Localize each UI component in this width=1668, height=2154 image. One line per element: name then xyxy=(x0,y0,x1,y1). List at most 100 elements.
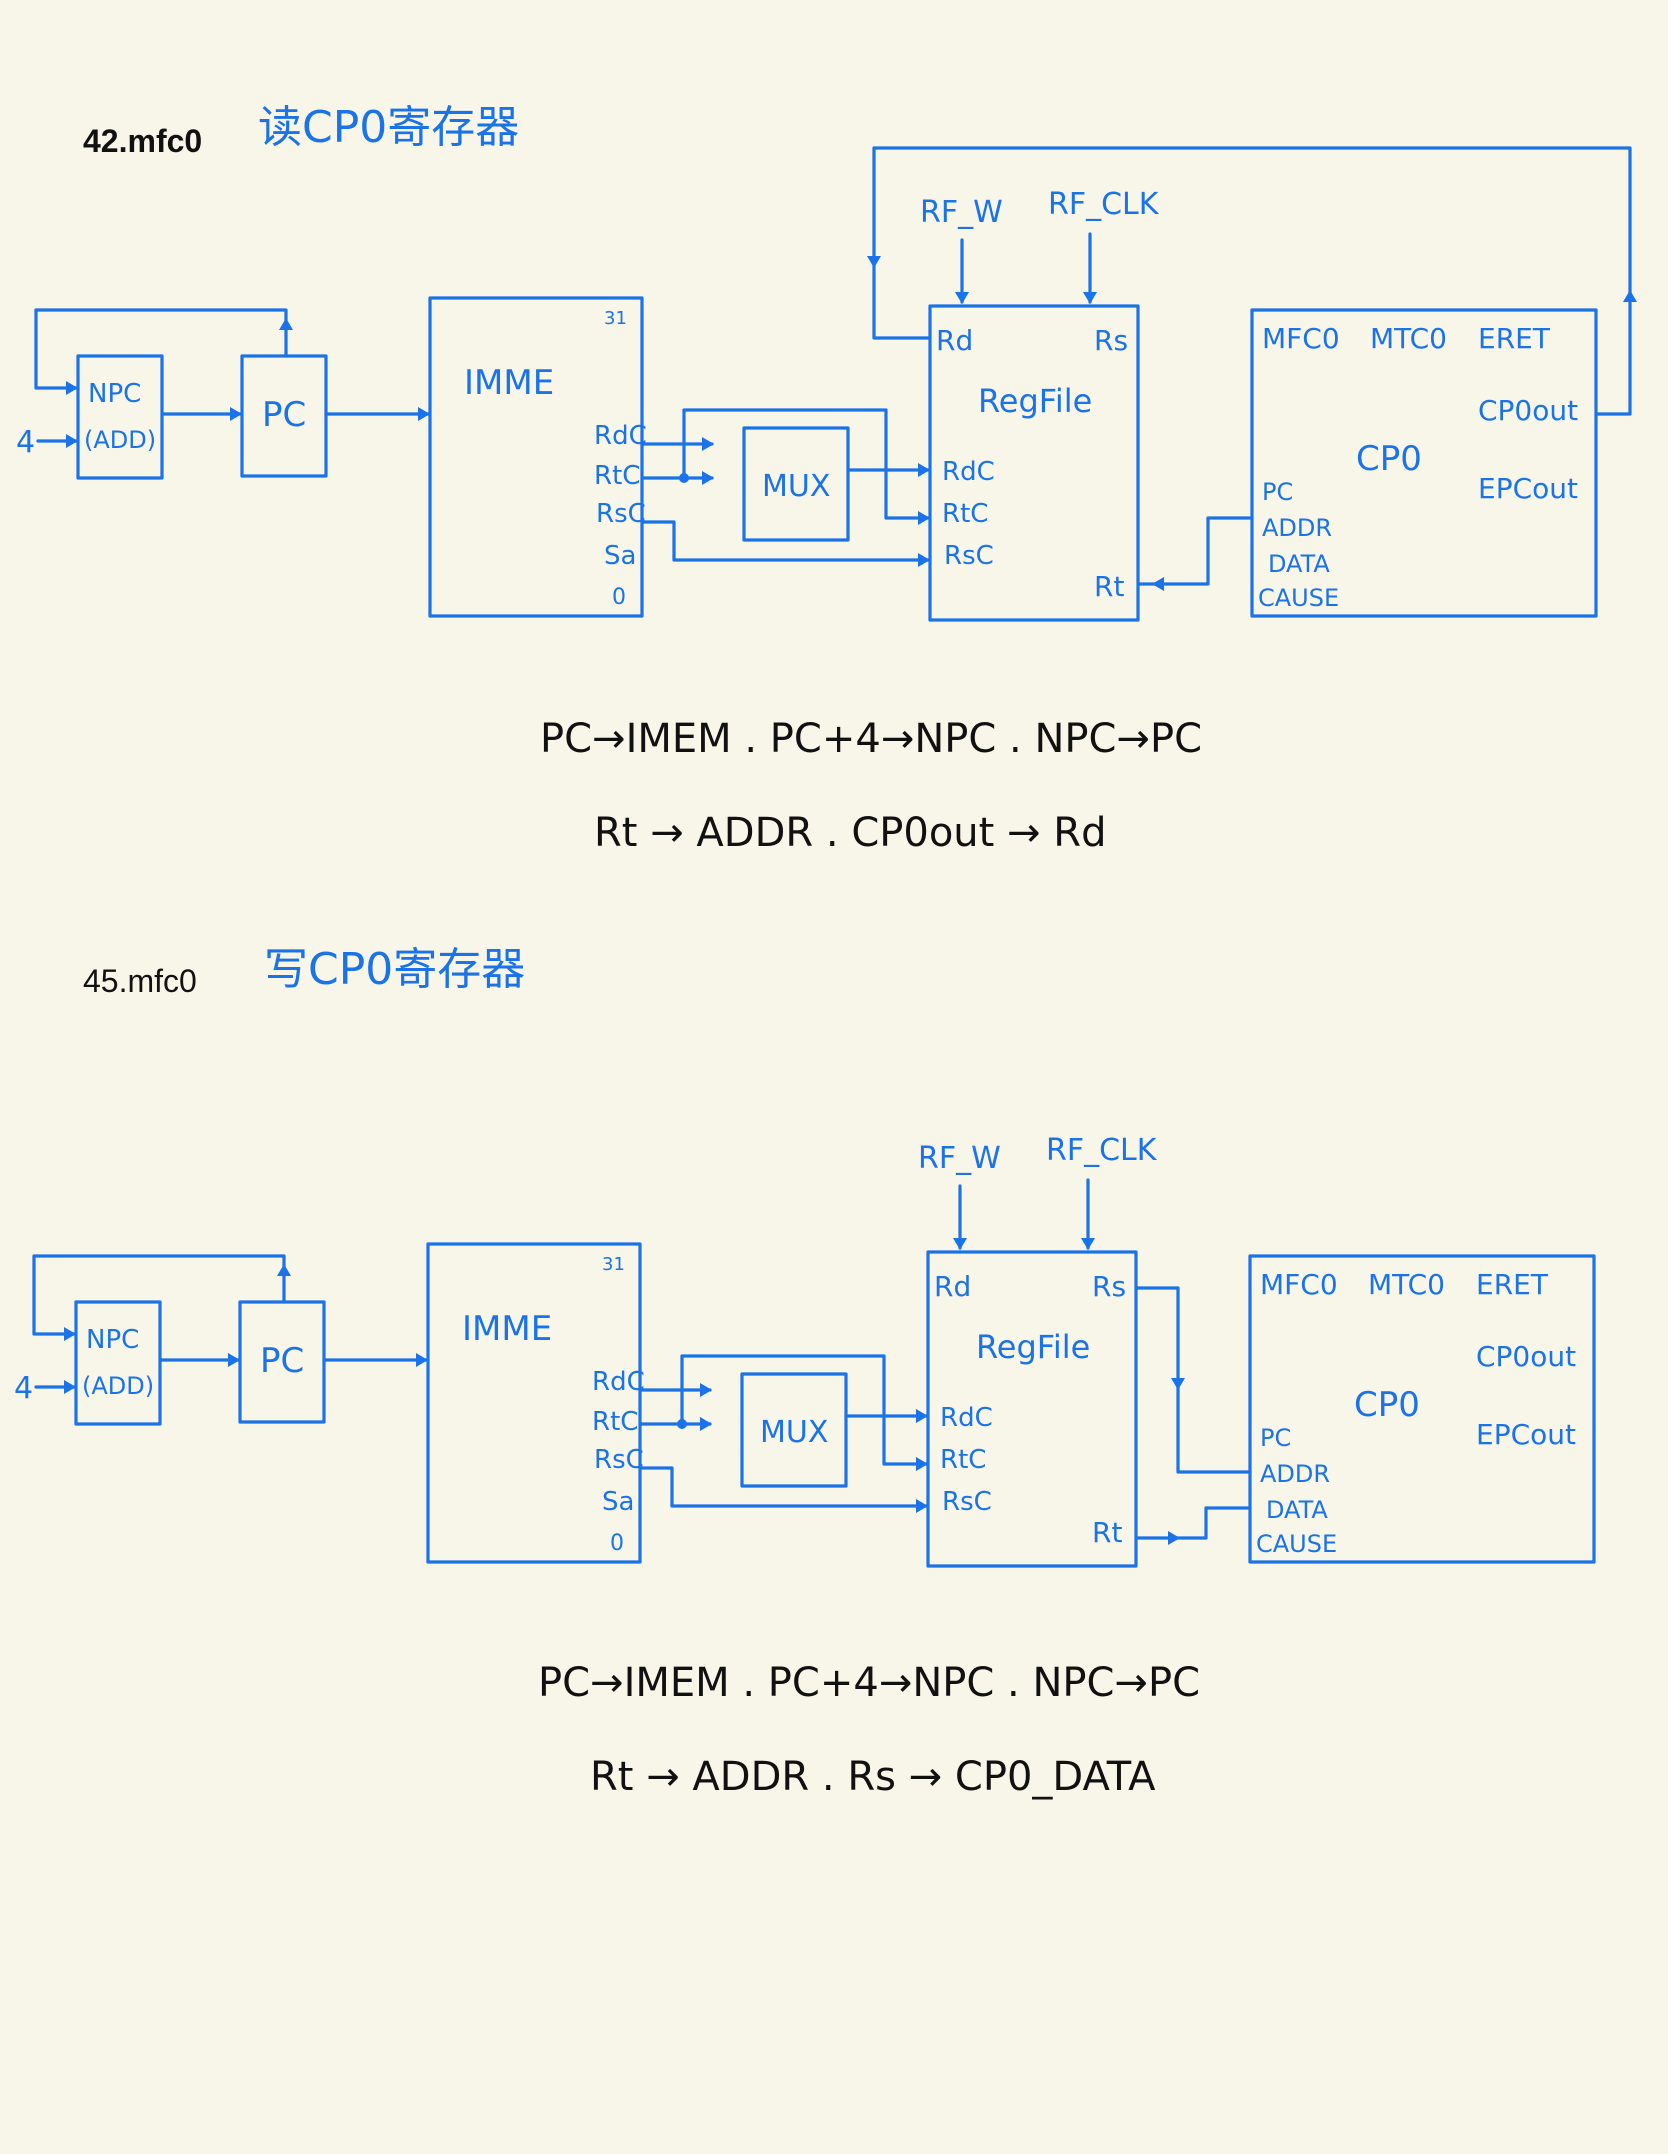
arrowhead xyxy=(1152,577,1164,591)
pc-label: PC xyxy=(262,395,306,435)
arrowhead xyxy=(66,434,78,448)
imem-port-rtc: RtC xyxy=(592,1407,638,1437)
signal-rf-w: RF_W xyxy=(920,195,1003,230)
regfile-rd: Rd xyxy=(934,1270,971,1303)
regfile-port-rtc: RtC xyxy=(940,1445,986,1475)
cp0-name: CP0 xyxy=(1354,1385,1420,1425)
imem-port-rdc: RdC xyxy=(594,421,647,451)
arrowhead xyxy=(64,1327,76,1341)
wire-rsc-to-regfile xyxy=(640,520,930,562)
cp0-in-pc: PC xyxy=(1262,478,1293,506)
npc-box xyxy=(74,1300,162,1426)
arrowhead xyxy=(867,256,881,268)
imem-bit31: 31 xyxy=(604,308,627,329)
arrowhead xyxy=(916,1499,928,1513)
arrowhead xyxy=(279,318,293,330)
mux-box xyxy=(742,426,850,542)
mux-box xyxy=(740,1372,848,1488)
imem-port-rdc: RdC xyxy=(592,1367,645,1397)
imem-box xyxy=(426,1242,642,1564)
arrowhead xyxy=(916,1457,928,1471)
arrowhead xyxy=(955,292,969,304)
regfile-port-rdc: RdC xyxy=(942,457,995,487)
cp0-in-addr: ADDR xyxy=(1260,1460,1330,1488)
cp0-top-mtc0: MTC0 xyxy=(1370,322,1447,355)
npc-box xyxy=(76,354,164,480)
arrowhead xyxy=(416,1353,428,1367)
imem-title: IMME xyxy=(462,1309,552,1349)
wire-rtc-to-regfile xyxy=(682,408,930,520)
regfile-rt: Rt xyxy=(1094,570,1124,603)
wire-rt-to-addr xyxy=(1136,516,1254,586)
arrowhead xyxy=(230,407,242,421)
regfile-box xyxy=(928,304,1140,622)
cp0-top-mtc0: MTC0 xyxy=(1368,1268,1445,1301)
section-heading: 45.mfc0 xyxy=(83,963,197,999)
arrowhead xyxy=(1171,1378,1185,1390)
section-note: 写CP0寄存器 xyxy=(264,944,525,995)
equation-line-1: PC→IMEM . PC+4→NPC . NPC→PC xyxy=(540,716,1202,762)
cp0-top-eret: ERET xyxy=(1476,1268,1549,1301)
regfile-rs: Rs xyxy=(1092,1270,1126,1303)
cp0-top-eret: ERET xyxy=(1478,322,1551,355)
cp0-out-epcout: EPCout xyxy=(1478,472,1578,505)
npc-sub-label: (ADD) xyxy=(82,1372,154,1400)
cp0-in-pc: PC xyxy=(1260,1424,1291,1452)
cp0-in-data: DATA xyxy=(1266,1496,1328,1524)
npc-input-label: 4 xyxy=(14,1371,33,1406)
mux-label: MUX xyxy=(762,469,830,504)
signal-rf-clk: RF_CLK xyxy=(1048,187,1160,222)
cp0-in-cause: CAUSE xyxy=(1258,584,1339,612)
npc-label: NPC xyxy=(88,379,141,409)
regfile-title: RegFile xyxy=(978,382,1092,420)
arrowhead xyxy=(918,553,930,567)
imem-port-sa: Sa xyxy=(604,541,636,571)
regfile-rt: Rt xyxy=(1092,1516,1122,1549)
wire-cp0out-to-rd xyxy=(872,146,1632,416)
regfile-port-rtc: RtC xyxy=(942,499,988,529)
cp0-name: CP0 xyxy=(1356,439,1422,479)
npc-sub-label: (ADD) xyxy=(84,426,156,454)
regfile-rd: Rd xyxy=(936,324,973,357)
imem-bit0: 0 xyxy=(612,585,626,610)
wire-rtc-to-regfile xyxy=(680,1354,928,1466)
arrowhead xyxy=(702,437,714,451)
npc-input-label: 4 xyxy=(16,425,35,460)
arrowhead xyxy=(1168,1531,1180,1545)
section-heading: 42.mfc0 xyxy=(83,123,202,159)
mux-label: MUX xyxy=(760,1415,828,1450)
arrowhead xyxy=(700,1417,712,1431)
wire-rsc-to-regfile xyxy=(638,1466,928,1508)
arrowhead xyxy=(700,1383,712,1397)
equation-line-2: Rt → ADDR . Rs → CP0_DATA xyxy=(590,1754,1156,1800)
arrowhead xyxy=(702,471,714,485)
section-write-cp0: 45.mfc0 写CP0寄存器 NPC (ADD) 4 PC 31 IMME R… xyxy=(14,944,1596,1800)
wire-rt-to-addr xyxy=(1134,1506,1252,1540)
arrowhead xyxy=(228,1353,240,1367)
arrowhead xyxy=(918,463,930,477)
signal-rf-clk: RF_CLK xyxy=(1046,1133,1158,1168)
cp0-box xyxy=(1248,1254,1596,1564)
regfile-rs: Rs xyxy=(1094,324,1128,357)
equation-line-1: PC→IMEM . PC+4→NPC . NPC→PC xyxy=(538,1660,1200,1706)
regfile-box xyxy=(926,1250,1138,1568)
imem-port-rsc: RsC xyxy=(596,499,646,529)
cp0-in-data: DATA xyxy=(1268,550,1330,578)
arrowhead xyxy=(918,511,930,525)
arrowhead xyxy=(1623,290,1637,302)
arrowhead xyxy=(1083,292,1097,304)
arrowhead xyxy=(418,407,430,421)
section-note: 读CP0寄存器 xyxy=(258,102,519,153)
imem-bit0: 0 xyxy=(610,1531,624,1556)
pc-box xyxy=(238,1300,326,1424)
arrowhead xyxy=(66,381,78,395)
arrowhead xyxy=(64,1380,76,1394)
pc-label: PC xyxy=(260,1341,304,1381)
cp0-out-cp0out: CP0out xyxy=(1476,1340,1576,1373)
regfile-port-rsc: RsC xyxy=(942,1487,992,1517)
cp0-box xyxy=(1250,308,1598,618)
section-read-cp0: 42.mfc0 读CP0寄存器 NPC (ADD) 4 PC 31 IMME R… xyxy=(16,102,1637,856)
cp0-top-mfc0: MFC0 xyxy=(1260,1268,1338,1301)
wire-rs-to-cp0-data xyxy=(1134,1286,1252,1474)
